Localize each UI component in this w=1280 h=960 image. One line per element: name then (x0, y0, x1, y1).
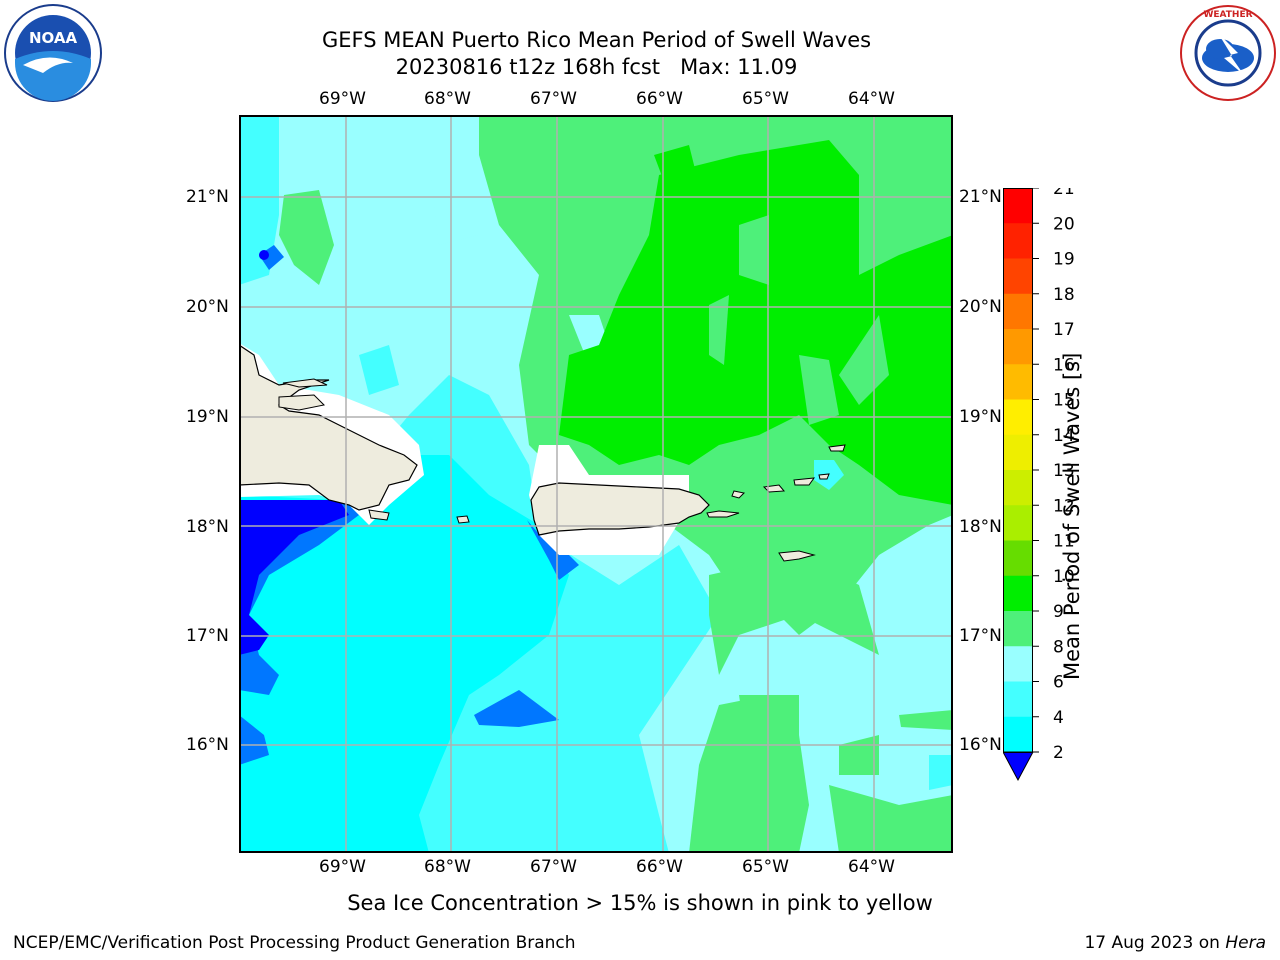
lon-label-bottom-65w: 65°W (742, 857, 789, 877)
lon-label-top-67w: 67°W (530, 89, 577, 109)
lon-label-bottom-67w: 67°W (530, 857, 577, 877)
colorbar-segment (1003, 258, 1033, 295)
colorbar-segment (1003, 223, 1033, 259)
colorbar-segment (1003, 540, 1033, 577)
nws-logo-icon: WEATHER (1178, 3, 1278, 107)
colorbar-tick-label: 9 (1053, 602, 1064, 622)
plot-title-line2: 20230816 t12z 168h fcst Max: 11.09 (395, 55, 798, 79)
colorbar-tick-label: 18 (1053, 285, 1075, 305)
colorbar-tick-label: 8 (1053, 637, 1064, 657)
svg-text:NOAA: NOAA (29, 29, 78, 47)
colorbar-tick-label: 4 (1053, 708, 1064, 728)
svg-text:WEATHER: WEATHER (1203, 10, 1252, 20)
sea-ice-caption: Sea Ice Concentration > 15% is shown in … (347, 891, 933, 915)
colorbar-tick-label: 10 (1053, 567, 1075, 587)
colorbar-tick-label: 16 (1053, 355, 1075, 375)
lat-label-right-20n: 20°N (959, 297, 1002, 317)
lat-label-left-17n: 17°N (186, 626, 229, 646)
swell-period-map (238, 115, 953, 853)
lon-label-bottom-64w: 64°W (848, 857, 895, 877)
lat-label-left-16n: 16°N (186, 735, 229, 755)
lat-label-right-21n: 21°N (959, 187, 1002, 207)
colorbar-tick-label: 21 (1053, 188, 1075, 199)
colorbar-tick-label: 12 (1053, 496, 1075, 516)
lon-label-top-69w: 69°W (319, 89, 366, 109)
colorbar-label: Mean Period of Swell Waves [s] (1060, 352, 1084, 680)
colorbar-segment (1003, 646, 1033, 682)
colorbar-segment (1003, 188, 1033, 224)
colorbar-segment (1003, 716, 1033, 753)
lat-label-right-16n: 16°N (959, 735, 1002, 755)
lat-label-left-20n: 20°N (186, 297, 229, 317)
colorbar-segment (1003, 505, 1033, 541)
plot-title-line1: GEFS MEAN Puerto Rico Mean Period of Swe… (321, 28, 872, 52)
lat-label-left-21n: 21°N (186, 187, 229, 207)
colorbar-tick-label: 14 (1053, 426, 1075, 446)
noaa-logo-icon: NOAA (3, 3, 103, 107)
footer-date: 17 Aug 2023 on (1084, 933, 1226, 953)
lat-label-right-19n: 19°N (959, 407, 1002, 427)
lat-label-right-18n: 18°N (959, 517, 1002, 537)
footer-host: Hera (1225, 933, 1266, 953)
colorbar-tick-label: 11 (1053, 532, 1075, 552)
lon-label-bottom-66w: 66°W (636, 857, 683, 877)
lon-label-bottom-68w: 68°W (424, 857, 471, 877)
colorbar-tick-label: 19 (1053, 250, 1075, 270)
colorbar-segment (1003, 434, 1033, 471)
colorbar-tick-label: 17 (1053, 320, 1075, 340)
lon-label-bottom-69w: 69°W (319, 857, 366, 877)
colorbar-segment (1003, 681, 1033, 718)
colorbar-segment (1003, 293, 1033, 330)
footer-right: 17 Aug 2023 on Hera (1084, 933, 1266, 953)
lon-label-top-66w: 66°W (636, 89, 683, 109)
colorbar-segment (1003, 470, 1033, 506)
colorbar-tick-label: 15 (1053, 391, 1075, 411)
colorbar-tick-label: 6 (1053, 673, 1064, 693)
lat-label-right-17n: 17°N (959, 626, 1002, 646)
colorbar-segment (1003, 364, 1033, 400)
footer-left: NCEP/EMC/Verification Post Processing Pr… (13, 933, 576, 953)
lon-label-top-64w: 64°W (848, 89, 895, 109)
lon-label-top-65w: 65°W (742, 89, 789, 109)
colorbar-tick-label: 13 (1053, 461, 1075, 481)
colorbar-segment (1003, 329, 1033, 365)
lat-label-left-19n: 19°N (186, 407, 229, 427)
colorbar-tick-label: 20 (1053, 214, 1075, 234)
colorbar-tick-label: 2 (1053, 743, 1064, 763)
colorbar-segment (1003, 399, 1033, 436)
lon-label-top-68w: 68°W (424, 89, 471, 109)
colorbar-segment (1003, 611, 1033, 647)
lat-label-left-18n: 18°N (186, 517, 229, 537)
colorbar-segment (1003, 575, 1033, 612)
